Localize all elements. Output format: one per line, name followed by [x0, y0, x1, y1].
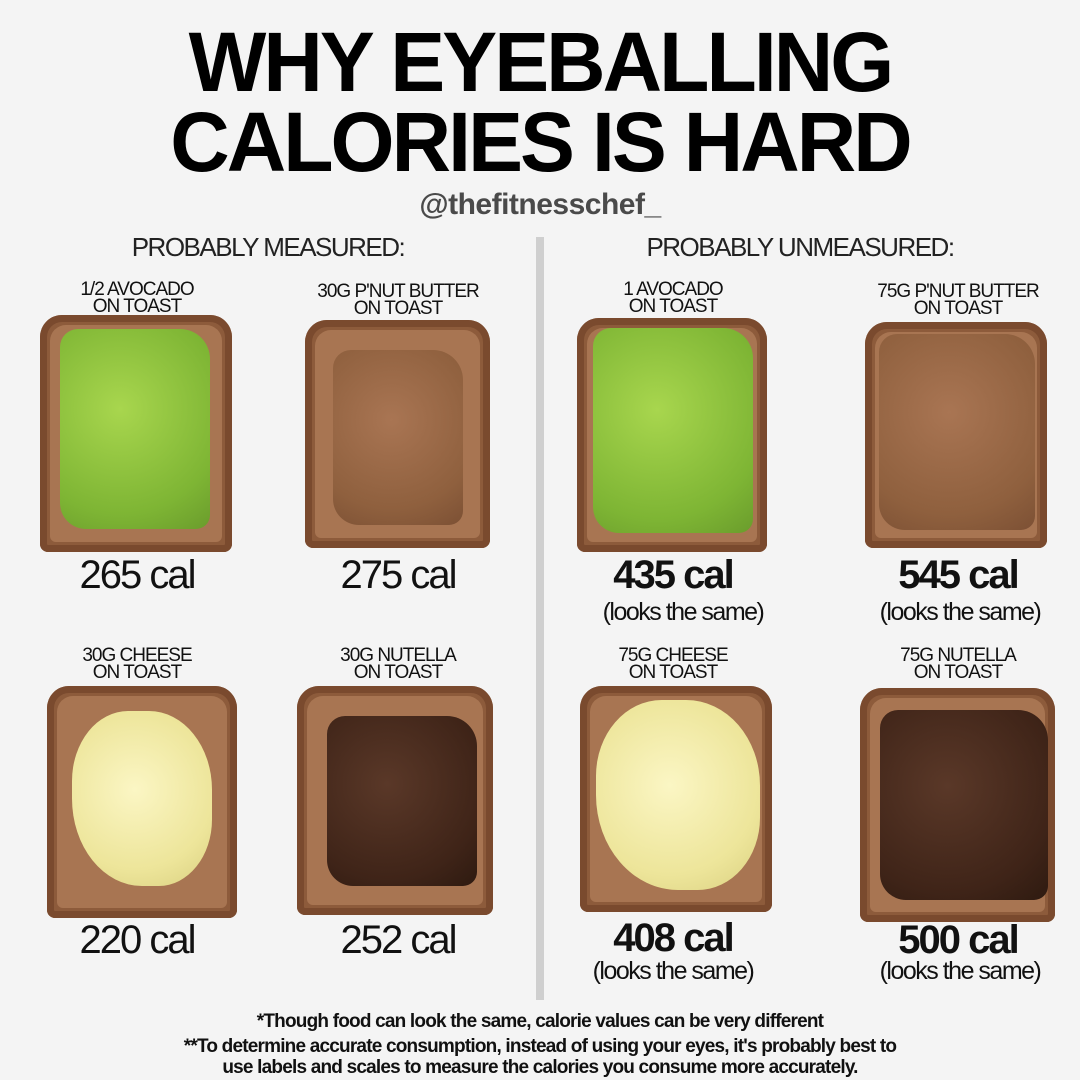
footnote-3: use labels and scales to measure the cal… [222, 1057, 858, 1078]
looks-same-note: (looks the same) [879, 957, 1042, 985]
page-title: WHY EYEBALLING CALORIES IS HARD [11, 15, 1069, 189]
card-label: 30G CHEESE ON TOAST [82, 645, 192, 683]
toast-image-cheese-75g [580, 686, 772, 912]
toast-image-nutella-30g [297, 686, 493, 915]
card-label: 75G NUTELLA ON TOAST [900, 645, 1017, 683]
calorie-value: 545 cal [898, 553, 1019, 597]
calorie-value: 220 cal [79, 918, 197, 962]
looks-same-note: (looks the same) [592, 957, 755, 985]
card-label: 30G P'NUT BUTTER ON TOAST [317, 281, 479, 319]
card-label: 75G CHEESE ON TOAST [618, 645, 728, 683]
author-handle: @thefitnesschef_ [419, 188, 661, 221]
title-line-2: CALORIES IS HARD [170, 95, 913, 189]
calorie-value: 435 cal [613, 553, 734, 597]
calorie-value: 252 cal [340, 918, 458, 962]
toast-image-peanut-butter-30g [305, 320, 490, 548]
looks-same-note: (looks the same) [602, 598, 765, 626]
avocado-topping [593, 328, 753, 533]
cheese-topping [596, 700, 760, 890]
section-measured-heading: PROBABLY MEASURED: [131, 232, 406, 262]
calorie-value: 500 cal [898, 918, 1019, 962]
calorie-value: 275 cal [340, 553, 458, 597]
toast-image-avocado-half [40, 315, 232, 552]
card-label: 1/2 AVOCADO ON TOAST [80, 279, 194, 317]
peanut-butter-topping [879, 334, 1035, 530]
card-label: 30G NUTELLA ON TOAST [340, 645, 457, 683]
divider [536, 237, 544, 1000]
nutella-topping [327, 716, 477, 886]
avocado-topping [60, 329, 210, 529]
calorie-value: 265 cal [79, 553, 197, 597]
footnote-2: **To determine accurate consumption, ins… [183, 1036, 897, 1057]
nutella-topping [880, 710, 1048, 900]
title-line-1: WHY EYEBALLING [188, 15, 895, 109]
card-label: 1 AVOCADO ON TOAST [623, 279, 723, 317]
card-label: 75G P'NUT BUTTER ON TOAST [877, 281, 1039, 319]
footnote-1: *Though food can look the same, calorie … [256, 1011, 824, 1032]
toast-image-cheese-30g [47, 686, 237, 918]
toast-image-avocado-whole [577, 318, 767, 552]
toast-image-peanut-butter-75g [865, 322, 1047, 548]
section-unmeasured-heading: PROBABLY UNMEASURED: [646, 232, 955, 262]
peanut-butter-topping [333, 350, 463, 525]
cheese-topping [72, 711, 212, 886]
looks-same-note: (looks the same) [879, 598, 1042, 626]
calorie-value: 408 cal [613, 916, 734, 960]
toast-image-nutella-75g [860, 688, 1055, 922]
